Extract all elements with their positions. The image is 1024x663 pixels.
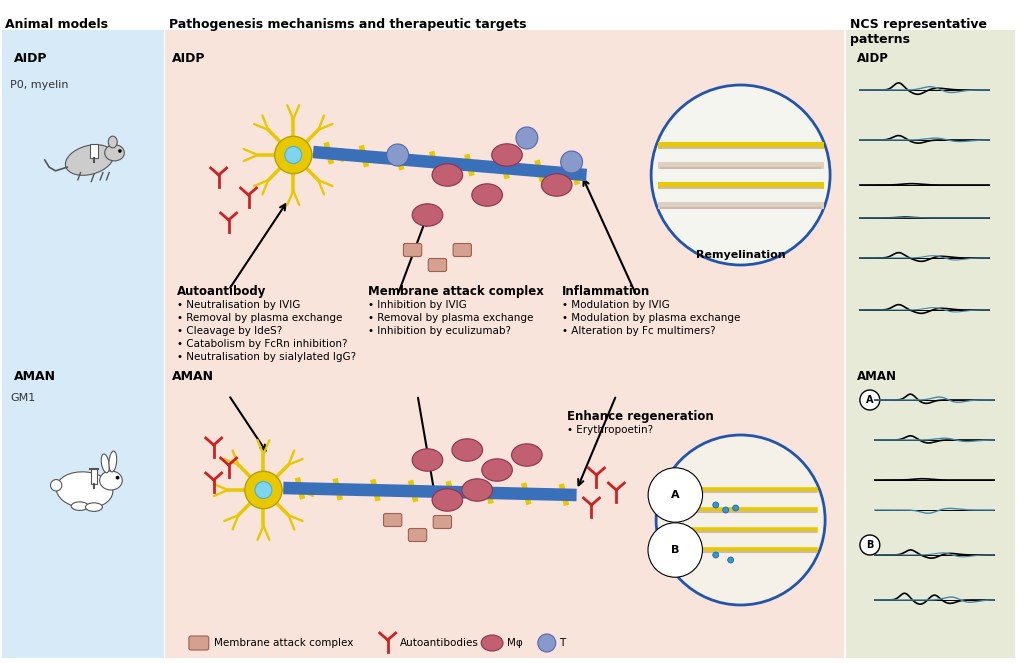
Text: • Modulation by plasma exchange: • Modulation by plasma exchange xyxy=(562,313,740,323)
Text: • Neutralisation by sialylated IgG?: • Neutralisation by sialylated IgG? xyxy=(177,352,356,362)
Circle shape xyxy=(285,147,302,164)
Circle shape xyxy=(713,502,719,508)
Ellipse shape xyxy=(745,468,765,482)
Text: Membrane attack complex: Membrane attack complex xyxy=(368,285,544,298)
Circle shape xyxy=(860,535,880,555)
Text: AMAN: AMAN xyxy=(857,370,897,383)
Text: B: B xyxy=(866,540,873,550)
Text: • Alteration by Fc multimers?: • Alteration by Fc multimers? xyxy=(562,326,716,336)
Text: B: B xyxy=(671,545,679,555)
Ellipse shape xyxy=(72,502,88,511)
Text: Enhance regeneration: Enhance regeneration xyxy=(566,410,714,423)
FancyBboxPatch shape xyxy=(409,528,427,542)
Text: Inflammation: Inflammation xyxy=(562,285,650,298)
Circle shape xyxy=(776,151,795,169)
FancyBboxPatch shape xyxy=(403,243,422,257)
Ellipse shape xyxy=(542,174,572,196)
FancyBboxPatch shape xyxy=(188,636,209,650)
Ellipse shape xyxy=(432,489,463,511)
Ellipse shape xyxy=(492,144,522,166)
Ellipse shape xyxy=(685,147,707,163)
Text: Animal models: Animal models xyxy=(5,18,108,31)
Ellipse shape xyxy=(413,449,442,471)
Text: Pathogenesis mechanisms and therapeutic targets: Pathogenesis mechanisms and therapeutic … xyxy=(169,18,526,31)
Ellipse shape xyxy=(462,479,493,501)
Text: • Cleavage by IdeS?: • Cleavage by IdeS? xyxy=(177,326,283,336)
Circle shape xyxy=(387,144,409,166)
FancyBboxPatch shape xyxy=(433,516,452,528)
Ellipse shape xyxy=(85,503,102,511)
Circle shape xyxy=(728,557,733,563)
Text: • Catabolism by FcRn inhibition?: • Catabolism by FcRn inhibition? xyxy=(177,339,347,349)
Ellipse shape xyxy=(432,164,463,186)
FancyBboxPatch shape xyxy=(165,30,844,658)
Ellipse shape xyxy=(66,145,114,175)
Text: Autoantibody: Autoantibody xyxy=(177,285,266,298)
Ellipse shape xyxy=(101,454,110,473)
FancyBboxPatch shape xyxy=(846,30,1015,658)
Circle shape xyxy=(255,481,272,499)
Bar xyxy=(90,144,97,158)
Ellipse shape xyxy=(481,635,503,651)
Bar xyxy=(91,469,97,484)
Circle shape xyxy=(538,634,556,652)
Text: • Removal by plasma exchange: • Removal by plasma exchange xyxy=(368,313,534,323)
Circle shape xyxy=(651,85,830,265)
Circle shape xyxy=(723,507,729,513)
Text: AMAN: AMAN xyxy=(14,370,56,383)
Circle shape xyxy=(274,137,312,174)
Text: AMAN: AMAN xyxy=(172,370,214,383)
Text: Membrane attack complex: Membrane attack complex xyxy=(214,638,353,648)
Circle shape xyxy=(732,505,738,511)
Ellipse shape xyxy=(744,122,766,138)
Ellipse shape xyxy=(99,471,122,490)
Text: T: T xyxy=(559,638,565,648)
Text: • Inhibition by eculizumab?: • Inhibition by eculizumab? xyxy=(368,326,511,336)
Circle shape xyxy=(50,479,61,491)
Ellipse shape xyxy=(481,459,512,481)
Text: A: A xyxy=(866,395,873,405)
Text: • Neutralisation by IVIG: • Neutralisation by IVIG xyxy=(177,300,300,310)
Circle shape xyxy=(713,552,719,558)
Text: • Removal by plasma exchange: • Removal by plasma exchange xyxy=(177,313,342,323)
Circle shape xyxy=(860,390,880,410)
Circle shape xyxy=(118,149,122,152)
Ellipse shape xyxy=(56,472,113,508)
Circle shape xyxy=(516,127,538,149)
Text: AIDP: AIDP xyxy=(857,52,889,65)
Text: • Modulation by IVIG: • Modulation by IVIG xyxy=(562,300,670,310)
Ellipse shape xyxy=(413,204,442,226)
Text: A: A xyxy=(671,490,680,500)
FancyBboxPatch shape xyxy=(453,243,471,257)
Ellipse shape xyxy=(472,184,503,206)
Ellipse shape xyxy=(104,145,124,161)
Text: AIDP: AIDP xyxy=(172,52,206,65)
Circle shape xyxy=(116,476,120,479)
Circle shape xyxy=(656,435,825,605)
Circle shape xyxy=(561,151,583,173)
Text: • Erythropoetin?: • Erythropoetin? xyxy=(566,425,652,435)
Ellipse shape xyxy=(716,473,735,487)
Ellipse shape xyxy=(512,444,542,466)
Ellipse shape xyxy=(452,439,482,461)
Text: Autoantibodies: Autoantibodies xyxy=(399,638,478,648)
Text: P0, myelin: P0, myelin xyxy=(10,80,69,90)
Text: Remyelination: Remyelination xyxy=(695,250,785,260)
Text: GM1: GM1 xyxy=(10,393,35,403)
Ellipse shape xyxy=(109,451,117,472)
Ellipse shape xyxy=(705,127,727,143)
Text: AIDP: AIDP xyxy=(14,52,47,65)
FancyBboxPatch shape xyxy=(384,514,401,526)
Text: Mφ: Mφ xyxy=(507,638,522,648)
Circle shape xyxy=(245,471,282,509)
Ellipse shape xyxy=(109,136,117,148)
FancyBboxPatch shape xyxy=(428,259,446,272)
FancyBboxPatch shape xyxy=(2,30,164,658)
Circle shape xyxy=(757,136,774,154)
Text: NCS representative
patterns: NCS representative patterns xyxy=(850,18,987,46)
Text: • Inhibition by IVIG: • Inhibition by IVIG xyxy=(368,300,467,310)
